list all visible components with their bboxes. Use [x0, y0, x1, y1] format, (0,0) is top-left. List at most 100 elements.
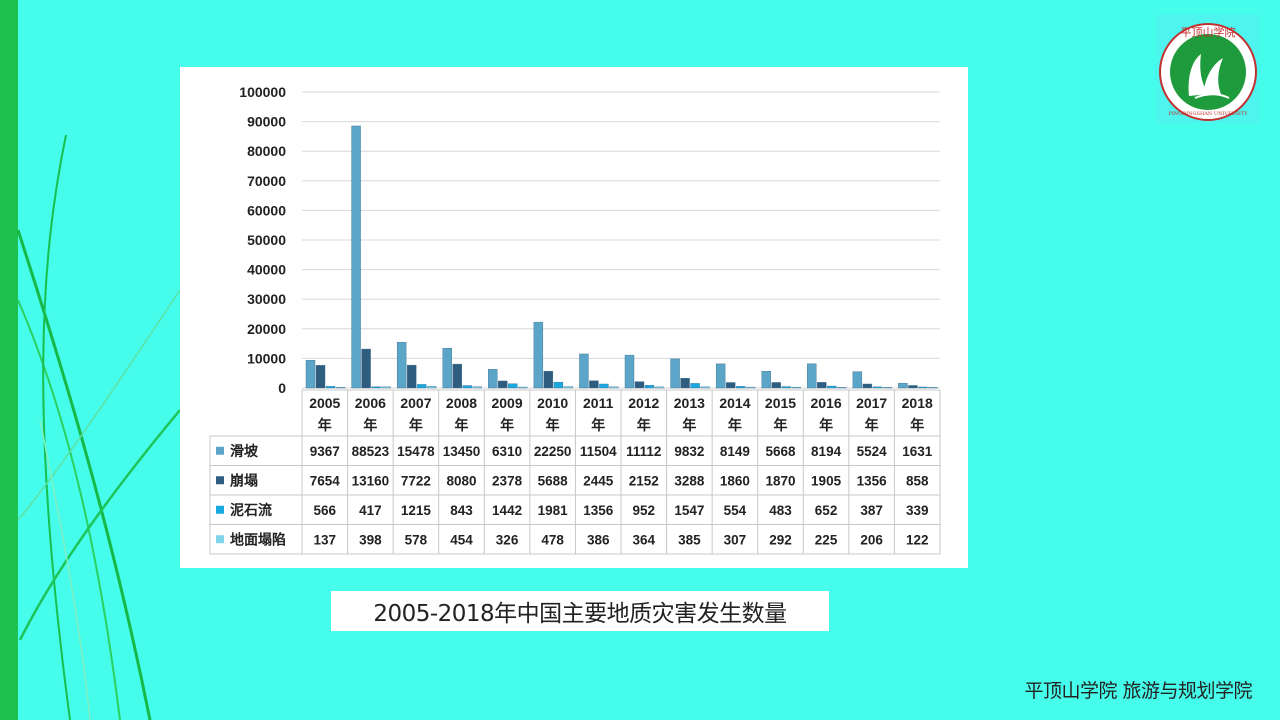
- data-label: 326: [496, 532, 519, 547]
- data-label: 1905: [811, 473, 842, 488]
- bar: [426, 386, 437, 389]
- data-label: 1356: [857, 473, 888, 488]
- left-accent-bar: [0, 0, 18, 720]
- data-label: 417: [359, 503, 382, 518]
- bar: [442, 347, 452, 389]
- bar: [882, 387, 893, 389]
- bar: [745, 386, 756, 389]
- x-tick-label: 2016 年: [810, 395, 841, 433]
- data-label: 206: [860, 532, 883, 547]
- data-label: 88523: [352, 444, 390, 459]
- bar: [488, 369, 498, 389]
- bar: [396, 341, 407, 389]
- data-label: 364: [633, 532, 656, 547]
- data-label: 6310: [492, 444, 522, 459]
- bar: [918, 386, 928, 389]
- bar: [791, 386, 801, 389]
- legend-label: 崩塌: [230, 472, 258, 489]
- data-label: 122: [906, 532, 929, 547]
- bar: [543, 370, 554, 389]
- bar: [928, 387, 938, 389]
- x-tick-label: 2013 年: [674, 395, 705, 433]
- y-tick-label: 90000: [247, 114, 286, 130]
- bar: [781, 386, 791, 389]
- bar: [690, 383, 700, 389]
- data-label: 1870: [765, 473, 795, 488]
- data-label: 225: [815, 532, 838, 547]
- bar: [862, 383, 873, 389]
- x-tick-label: 2012 年: [628, 395, 659, 433]
- y-tick-label: 70000: [247, 173, 286, 189]
- bar: [908, 385, 918, 389]
- data-label: 8194: [811, 444, 842, 459]
- data-label: 578: [405, 532, 428, 547]
- bar: [498, 380, 508, 389]
- y-tick-label: 10000: [247, 350, 286, 366]
- data-label: 3288: [674, 473, 705, 488]
- data-label: 1215: [401, 503, 432, 518]
- bar: [563, 386, 574, 389]
- data-label: 5524: [857, 444, 888, 459]
- bar: [518, 386, 528, 389]
- data-label: 11112: [626, 444, 661, 459]
- x-tick-label: 2011 年: [583, 395, 614, 433]
- legend-swatch: [216, 505, 224, 514]
- bar: [837, 387, 847, 389]
- data-label: 7654: [310, 473, 341, 488]
- university-logo: 平顶山学院 PINGDINGSHAN UNIVERSITY: [1157, 14, 1259, 123]
- bar: [315, 365, 326, 389]
- data-label: 5668: [765, 444, 796, 459]
- bar: [771, 382, 781, 389]
- y-tick-label: 30000: [247, 291, 286, 307]
- bar: [371, 386, 381, 389]
- legend-label: 滑坡: [230, 443, 259, 460]
- x-tick-label: 2017 年: [856, 395, 887, 433]
- x-tick-label: 2014 年: [719, 395, 750, 433]
- data-label: 652: [815, 503, 838, 518]
- data-label: 483: [769, 503, 792, 518]
- y-tick-label: 50000: [247, 232, 286, 248]
- bar: [644, 384, 655, 389]
- bar: [599, 383, 609, 389]
- data-label: 952: [633, 503, 656, 518]
- bar: [553, 381, 564, 389]
- bar: [361, 348, 371, 389]
- legend-label: 泥石流: [230, 502, 272, 519]
- data-label: 339: [906, 503, 929, 518]
- bar: [406, 364, 417, 389]
- bar-chart: 0 10000 20000 30000 40000 50000 60000 70000 8000…: [209, 84, 941, 555]
- data-label: 1356: [583, 503, 614, 518]
- data-label: 9832: [674, 444, 704, 459]
- data-label: 387: [860, 503, 883, 518]
- bar: [700, 386, 710, 389]
- data-label: 11504: [580, 444, 617, 459]
- bar: [325, 386, 336, 389]
- data-label: 385: [678, 532, 701, 547]
- y-tick-label: 100000: [239, 84, 286, 100]
- bar: [351, 125, 361, 389]
- y-tick-label: 60000: [247, 202, 286, 218]
- bar: [589, 380, 599, 389]
- data-label: 1981: [538, 503, 569, 518]
- logo-lettering: 平顶山学院: [1181, 25, 1236, 39]
- bar: [852, 371, 863, 389]
- bar: [807, 363, 817, 389]
- data-label: 13160: [352, 473, 390, 488]
- data-label: 2152: [629, 473, 659, 488]
- data-label: 2445: [583, 473, 614, 488]
- y-tick-label: 80000: [247, 143, 286, 159]
- data-label: 8080: [446, 473, 476, 488]
- x-tick-label: 2005 年: [309, 395, 340, 433]
- bar: [335, 387, 346, 389]
- bar: [761, 371, 771, 389]
- data-label: 386: [587, 532, 610, 547]
- bar: [609, 386, 619, 389]
- bar: [472, 386, 482, 389]
- y-tick-label: 0: [278, 380, 286, 396]
- y-tick-label: 40000: [247, 262, 286, 278]
- legend-label: 地面塌陷: [230, 531, 286, 548]
- y-tick-label: 20000: [247, 321, 286, 337]
- bar: [416, 384, 427, 389]
- x-tick-label: 2008 年: [446, 395, 477, 433]
- data-label: 1631: [902, 444, 933, 459]
